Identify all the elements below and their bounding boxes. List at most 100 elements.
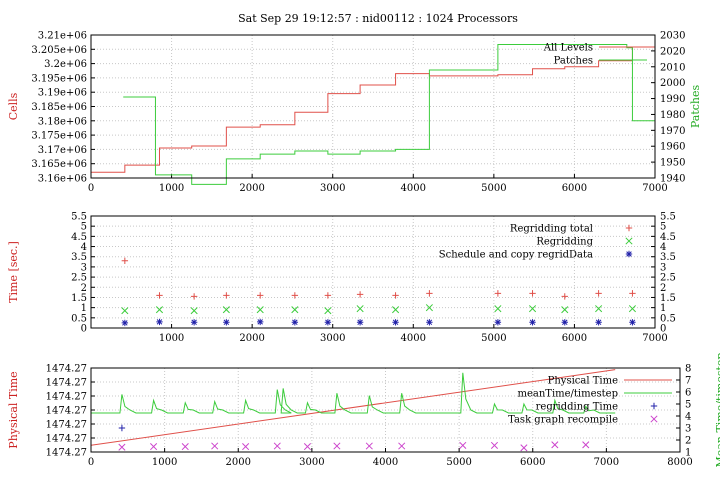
data-point — [121, 257, 129, 264]
data-point — [155, 306, 164, 314]
data-point — [628, 305, 636, 313]
data-point — [257, 318, 264, 326]
data-point — [595, 305, 603, 313]
data-point — [333, 442, 341, 450]
data-point — [303, 443, 312, 451]
y-tick-label: 4.5 — [71, 232, 87, 243]
y2-tick-label: 4.5 — [660, 232, 676, 243]
legend-label: Regridding — [536, 237, 593, 248]
data-point — [356, 305, 364, 313]
x-tick-label: 2000 — [239, 183, 264, 194]
x-tick-label: 7000 — [642, 183, 667, 194]
plot-frame — [90, 367, 681, 453]
y2-tick-label: 1970 — [660, 126, 685, 137]
x-tick-label: 3000 — [320, 333, 345, 344]
y2-tick-label: 4 — [660, 242, 666, 253]
data-point — [392, 319, 399, 326]
y-axis-label: Physical Time — [7, 371, 20, 448]
y2-tick-label: 5 — [660, 222, 666, 233]
y2-tick-label: 1 — [660, 303, 666, 314]
data-point — [629, 319, 636, 326]
data-point — [291, 292, 299, 299]
y-tick-label: 5.5 — [71, 212, 87, 223]
y2-tick-label: 2.5 — [660, 273, 676, 284]
y-tick-label: 3.17e+06 — [38, 145, 87, 156]
data-point — [118, 424, 126, 432]
data-point — [582, 441, 590, 449]
y-tick-label: 1.5 — [71, 293, 87, 304]
data-point — [156, 318, 163, 326]
y-tick-label: 1474.27 — [46, 392, 87, 403]
x-tick-label: 8000 — [667, 457, 692, 468]
x-tick-label: 4000 — [373, 457, 398, 468]
legend-label: Physical Time — [548, 376, 618, 387]
y2-tick-label: 0 — [660, 324, 666, 335]
y2-tick-label: 3 — [685, 424, 691, 435]
legend-label: Task graph recompile — [508, 415, 618, 426]
data-point — [291, 319, 299, 326]
series-line — [91, 372, 616, 414]
plot-frame — [90, 34, 656, 179]
y2-tick-label: 4 — [685, 412, 691, 423]
data-point — [356, 291, 364, 298]
data-point — [356, 319, 364, 326]
data-point — [494, 305, 502, 313]
series-line — [90, 369, 616, 446]
data-point — [425, 304, 433, 312]
x-tick-label: 2000 — [239, 333, 264, 344]
y-tick-label: 3.2e+06 — [44, 59, 87, 70]
data-point — [256, 306, 264, 314]
x-tick-label: 5000 — [481, 333, 506, 344]
data-point — [529, 290, 536, 297]
x-tick-label: 7000 — [594, 457, 619, 468]
y2-tick-label: 2 — [660, 283, 666, 294]
data-point — [121, 307, 129, 315]
y2-axis-label: Mean Time/timestep — [714, 353, 720, 468]
y-axis-label: Time [sec.] — [7, 241, 20, 303]
data-point — [273, 442, 281, 450]
data-point — [118, 443, 126, 451]
legend-label: Patches — [554, 56, 593, 67]
figure-title: Sat Sep 29 19:12:57 : nid00112 : 1024 Pr… — [238, 12, 518, 25]
data-point — [392, 306, 400, 314]
data-point — [242, 443, 250, 451]
y2-tick-label: 5.5 — [660, 212, 676, 223]
y-tick-label: 0 — [81, 324, 87, 335]
y2-tick-label: 2010 — [660, 62, 685, 73]
y2-tick-label: 1980 — [660, 110, 685, 121]
data-point — [528, 305, 537, 313]
data-point — [561, 293, 568, 300]
y-tick-label: 1474.27 — [46, 364, 87, 375]
x-tick-label: 3000 — [320, 183, 345, 194]
y-tick-label: 3.195e+06 — [31, 73, 87, 84]
y-tick-label: 3.19e+06 — [38, 88, 87, 99]
data-point — [520, 444, 528, 452]
y2-tick-label: 7 — [685, 376, 691, 387]
x-tick-label: 2000 — [226, 457, 251, 468]
y-tick-label: 0.5 — [71, 313, 87, 324]
y2-tick-label: 2020 — [660, 46, 685, 57]
y-tick-label: 1474.27 — [46, 378, 87, 389]
chart-panel-2: 1000 2000 3000 4000 5000 6000 700000.511.522.5… — [7, 212, 676, 345]
data-point — [561, 306, 569, 314]
y2-tick-label: 3.5 — [660, 252, 676, 263]
data-point — [529, 319, 536, 326]
x-tick-label: 0 — [88, 183, 94, 194]
y2-tick-label: 6 — [685, 388, 691, 399]
x-tick-label: 4000 — [401, 183, 426, 194]
data-point — [257, 292, 264, 299]
y2-tick-label: 1950 — [660, 158, 685, 169]
data-point — [629, 290, 636, 297]
data-point — [324, 319, 332, 326]
y-tick-label: 2 — [81, 283, 87, 294]
data-point — [595, 290, 602, 297]
x-tick-label: 1000 — [159, 333, 184, 344]
data-point — [595, 319, 602, 326]
x-tick-label: 5000 — [481, 183, 506, 194]
y-axis-label: Cells — [7, 92, 20, 120]
data-point — [181, 443, 189, 451]
x-tick-label: 4000 — [401, 333, 426, 344]
x-tick-label: 6000 — [520, 457, 545, 468]
y-tick-label: 3.175e+06 — [31, 131, 87, 142]
